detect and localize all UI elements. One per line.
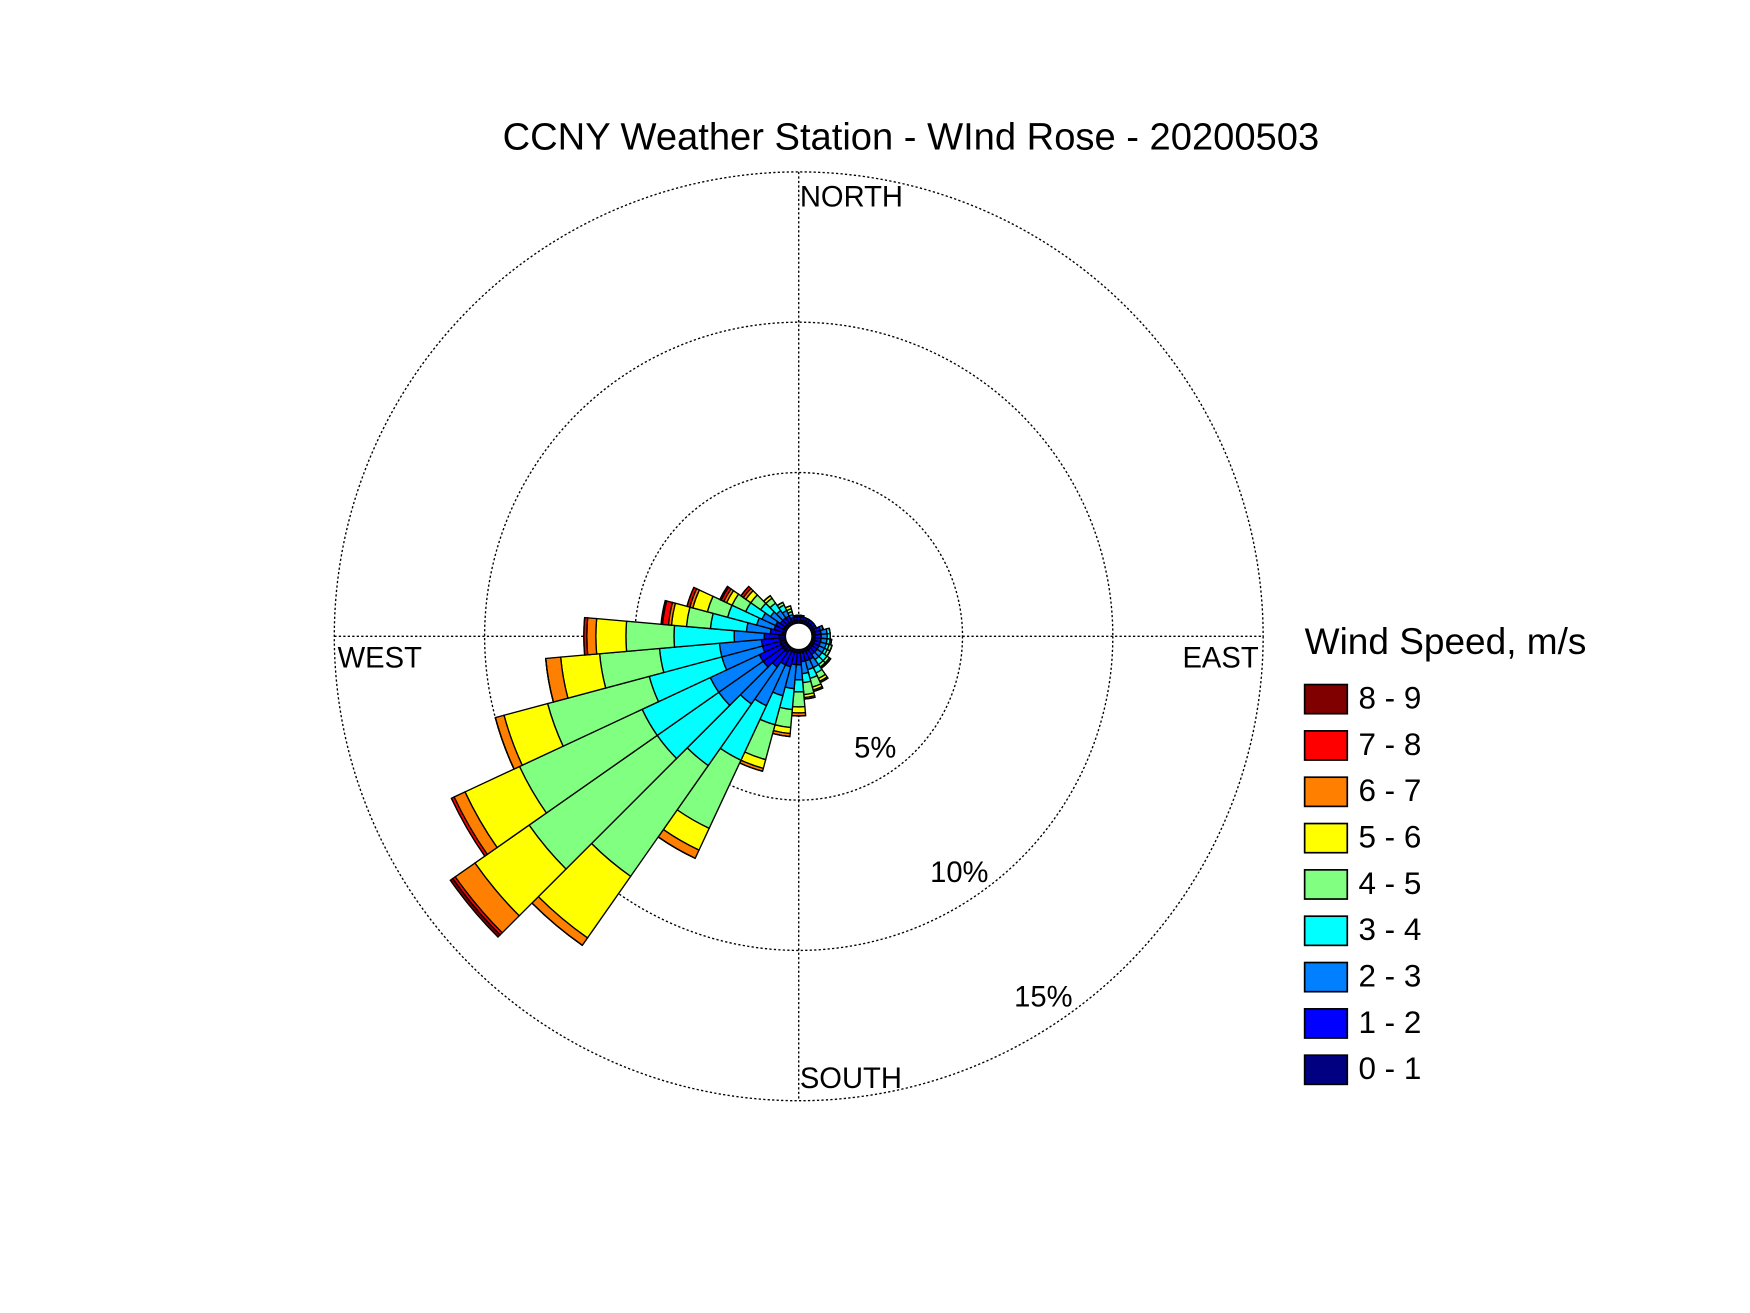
- wedge: [625, 620, 676, 653]
- r-tick-label: 5%: [854, 732, 896, 764]
- legend-label: 2 - 3: [1358, 959, 1421, 994]
- calm-center: [784, 622, 814, 651]
- wedges: [449, 585, 833, 947]
- wedge: [660, 599, 668, 626]
- legend-swatch: [1303, 1008, 1349, 1039]
- direction-label: WEST: [338, 643, 422, 675]
- legend-label: 1 - 2: [1358, 1005, 1421, 1040]
- legend-swatch: [1303, 730, 1349, 761]
- legend-swatch: [1303, 776, 1349, 808]
- wedge: [718, 585, 730, 602]
- legend-swatch: [1303, 961, 1349, 993]
- wedge: [449, 877, 502, 939]
- legend-swatch: [1303, 915, 1349, 947]
- wedge: [785, 605, 791, 609]
- legend-label: 5 - 6: [1358, 820, 1421, 855]
- direction-label: SOUTH: [800, 1063, 902, 1095]
- wedge: [686, 587, 695, 607]
- wedge: [793, 614, 797, 617]
- wedge: [586, 617, 598, 656]
- legend-label: 0 - 1: [1358, 1051, 1421, 1086]
- wedge: [791, 690, 806, 708]
- legend-swatch: [1303, 683, 1349, 715]
- legend-swatch: [1303, 869, 1349, 900]
- legend-label: 3 - 4: [1358, 912, 1421, 947]
- legend-swatch: [1303, 822, 1349, 854]
- legend-label: 8 - 9: [1358, 681, 1421, 716]
- legend-label: 6 - 7: [1358, 773, 1421, 808]
- legend-label: 7 - 8: [1358, 727, 1421, 762]
- wedge: [740, 585, 750, 597]
- r-tick-label: 15%: [1014, 982, 1072, 1014]
- wedge: [595, 617, 628, 655]
- r-tick-label: 10%: [930, 857, 988, 889]
- direction-label: NORTH: [800, 182, 903, 214]
- legend-title: Wind Speed, m/s: [1305, 620, 1587, 662]
- wedge: [800, 614, 805, 617]
- wedge: [791, 705, 807, 714]
- chart-title: CCNY Weather Station - WInd Rose - 20200…: [503, 115, 1320, 158]
- legend-swatch: [1303, 1054, 1349, 1086]
- direction-label: EAST: [1182, 643, 1258, 675]
- legend-label: 4 - 5: [1358, 866, 1421, 901]
